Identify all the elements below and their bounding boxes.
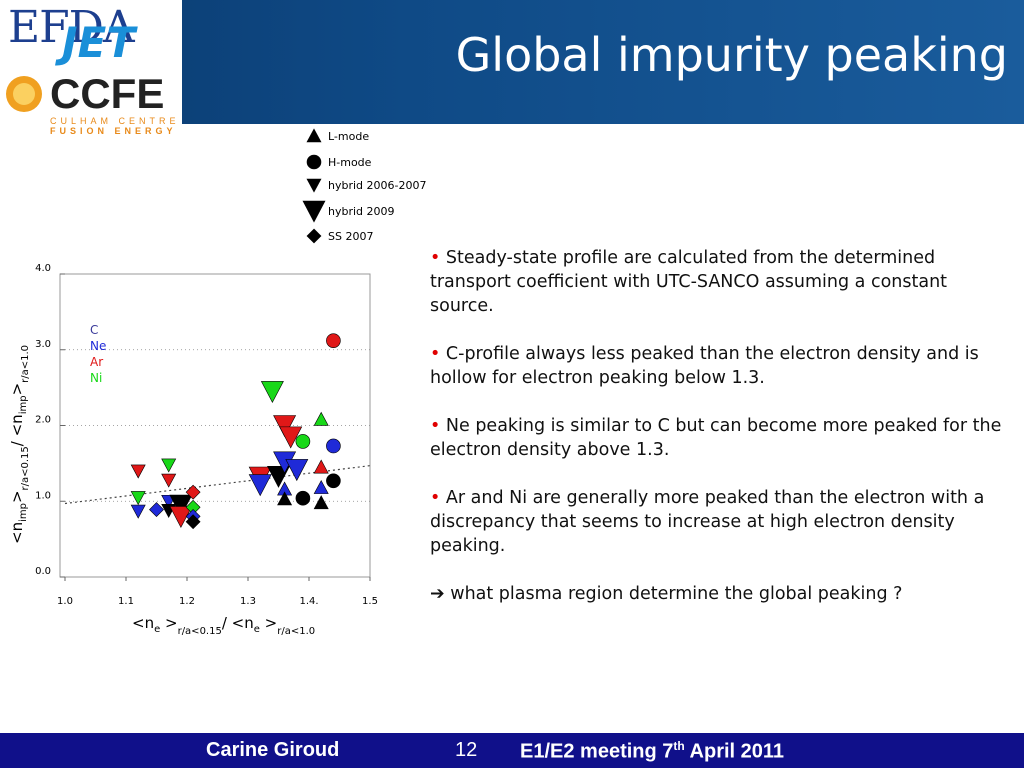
data-point <box>285 459 309 482</box>
legend-marker <box>306 154 322 170</box>
bullet-list: • Steady-state profile are calculated fr… <box>430 246 1015 630</box>
data-point <box>248 474 272 497</box>
legend-label: L-mode <box>328 130 369 143</box>
y-axis-ticks: 0.0 1.0 2.0 3.0 4.0 <box>35 263 65 578</box>
data-point <box>295 490 311 506</box>
grid-lines <box>65 349 370 502</box>
ccfe-logo: CCFE <box>50 70 165 117</box>
footer-bar: Carine Giroud 12 E1/E2 meeting 7th April… <box>0 733 1024 768</box>
legend-marker <box>306 128 322 143</box>
x-tick-label: 1.0 <box>57 596 73 607</box>
data-point <box>313 495 329 510</box>
legend-marker <box>306 178 322 193</box>
data-point <box>130 464 146 479</box>
x-tick-label: 1.3 <box>240 596 256 607</box>
y-tick-label: 0.0 <box>35 566 51 577</box>
data-point <box>185 484 201 500</box>
legend-entry: H-mode <box>306 154 372 170</box>
data-point <box>277 491 293 506</box>
jet-logo: JET <box>62 18 135 67</box>
data-point <box>313 411 329 426</box>
legend-entry: hybrid 2006-2007 <box>306 178 426 193</box>
legend-label: hybrid 2009 <box>328 205 395 218</box>
species-color-legend: C Ne Ar Ni <box>90 323 106 385</box>
impurity-peaking-chart: L-mode H-mode hybrid 2006-2007 hybrid 2009 S… <box>8 128 426 637</box>
legend-entry: hybrid 2009 <box>302 200 395 223</box>
efda-logo: EFDA <box>8 2 135 53</box>
data-point <box>326 473 341 489</box>
data-point <box>279 426 303 449</box>
ccfe-line2: FUSION ENERGY <box>50 126 177 136</box>
data-point <box>260 381 284 404</box>
data-point <box>130 491 146 506</box>
data-points <box>130 333 341 530</box>
x-axis-ticks: 1.0 1.1 1.2 1.3 1.4. 1.5 <box>57 577 378 607</box>
meeting-info: E1/E2 meeting 7th April 2011 <box>520 739 785 763</box>
bullet-item: • C-profile always less peaked than the … <box>430 344 979 388</box>
logo-panel: EFDA JET CCFE CULHAM CENTRE FUSION ENERG… <box>0 0 182 136</box>
x-axis-label: <ne >r/a<0.15/ <ne >r/a<1.0 <box>132 614 315 637</box>
color-legend-label: Ne <box>90 339 106 353</box>
data-point <box>313 479 329 494</box>
data-point <box>169 494 193 517</box>
color-legend-label: Ni <box>90 371 102 385</box>
footer-author: Carine Giroud <box>206 739 340 761</box>
slide-title: Global impurity peaking <box>455 28 1008 82</box>
y-tick-label: 3.0 <box>35 339 51 350</box>
legend-label: H-mode <box>328 156 372 169</box>
data-point <box>130 504 146 519</box>
shape-legend: L-mode H-mode hybrid 2006-2007 hybrid 2009 S… <box>302 128 426 244</box>
data-point <box>313 459 329 474</box>
arrow-right-icon: ➔ <box>430 584 445 604</box>
header-banner: EFDA JET CCFE CULHAM CENTRE FUSION ENERG… <box>0 0 1024 136</box>
x-tick-label: 1.4. <box>299 596 318 607</box>
x-tick-label: 1.5 <box>362 596 378 607</box>
legend-marker <box>302 200 326 223</box>
data-point <box>185 514 201 530</box>
x-tick-label: 1.2 <box>179 596 195 607</box>
bullet-item: • Steady-state profile are calculated fr… <box>430 248 948 316</box>
data-point <box>326 438 341 454</box>
data-point <box>326 333 341 348</box>
data-point <box>161 458 177 473</box>
y-tick-label: 1.0 <box>35 490 51 501</box>
data-point <box>149 502 164 518</box>
legend-entry: SS 2007 <box>306 228 373 244</box>
y-tick-label: 4.0 <box>35 263 51 274</box>
ccfe-sun-icon <box>6 76 42 112</box>
page-number: 12 <box>455 739 478 761</box>
ccfe-line1: CULHAM CENTRE <box>50 116 180 126</box>
x-tick-label: 1.1 <box>118 596 134 607</box>
bullet-item: • Ar and Ni are generally more peaked th… <box>430 488 985 556</box>
color-legend-label: Ar <box>90 355 103 369</box>
y-tick-label: 2.0 <box>35 415 51 426</box>
legend-marker <box>306 228 322 244</box>
y-axis-label: <nimp>r/a<0.15/ <nimp>r/a<1.0 <box>8 345 31 544</box>
legend-entry: L-mode <box>306 128 369 143</box>
data-point <box>161 473 177 488</box>
data-point <box>295 434 311 449</box>
conclusion: ➔ what plasma region determine the globa… <box>430 584 903 604</box>
bullet-item: • Ne peaking is similar to C but can bec… <box>430 416 1002 460</box>
legend-label: hybrid 2006-2007 <box>328 179 426 192</box>
data-point <box>273 415 297 438</box>
legend-label: SS 2007 <box>328 230 373 243</box>
color-legend-label: C <box>90 323 98 337</box>
